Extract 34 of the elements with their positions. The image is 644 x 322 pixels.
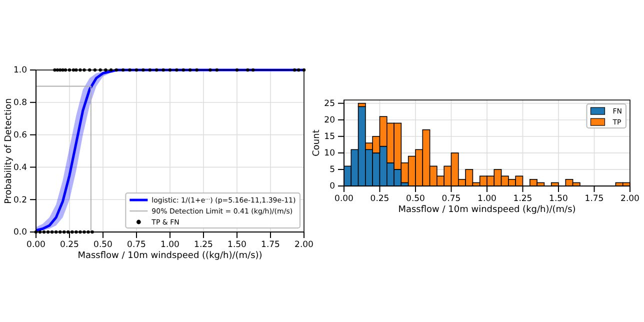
x-tick-label: 1.00: [160, 240, 180, 250]
y-tick-label: 0.6: [13, 130, 27, 141]
x-tick-label: 0.75: [442, 194, 461, 204]
x-tick-label: 1.25: [194, 240, 213, 250]
x-tick-label: 2.00: [294, 240, 314, 250]
x-tick-label: 0.25: [60, 240, 79, 250]
x-tick-label: 2.00: [620, 194, 640, 204]
x-tick-label: 0.25: [370, 194, 390, 204]
x-tick-label: 0.75: [127, 240, 146, 250]
y-axis-title: Probability of Detection: [4, 98, 14, 204]
x-tick-label: 1.00: [478, 194, 496, 204]
x-tick-label: 1.50: [549, 194, 568, 204]
x-tick-label: 0.00: [334, 194, 354, 204]
x-tick-label: 1.75: [261, 240, 280, 250]
y-tick-label: 0.0: [13, 228, 27, 238]
y-tick-label: 0.8: [13, 98, 27, 108]
y-tick-label: 0.2: [13, 195, 27, 206]
x-tick-label: 0.00: [26, 240, 46, 250]
y-tick-label: 25: [324, 99, 335, 110]
x-tick-label: 1.25: [513, 194, 532, 204]
y-tick-label: 10: [324, 148, 335, 159]
y-tick-label: 0: [330, 182, 335, 192]
y-tick-label: 0.4: [13, 162, 27, 173]
x-axis-title: Massflow / 10m windspeed (kg/h)/(m/s): [398, 205, 576, 215]
y-tick-label: 5: [330, 165, 335, 176]
y-axis-title: Count: [312, 129, 322, 156]
x-tick-label: 0.50: [406, 194, 425, 204]
x-axis-title: Massflow / 10m windspeed ((kg/h)/(m/s)): [78, 251, 262, 261]
x-tick-label: 1.75: [584, 194, 604, 204]
y-tick-label: 15: [324, 132, 335, 142]
x-tick-label: 1.50: [228, 240, 246, 250]
x-tick-label: 0.50: [94, 240, 112, 250]
y-tick-label: 1.0: [13, 66, 27, 76]
y-tick-label: 20: [324, 116, 335, 126]
